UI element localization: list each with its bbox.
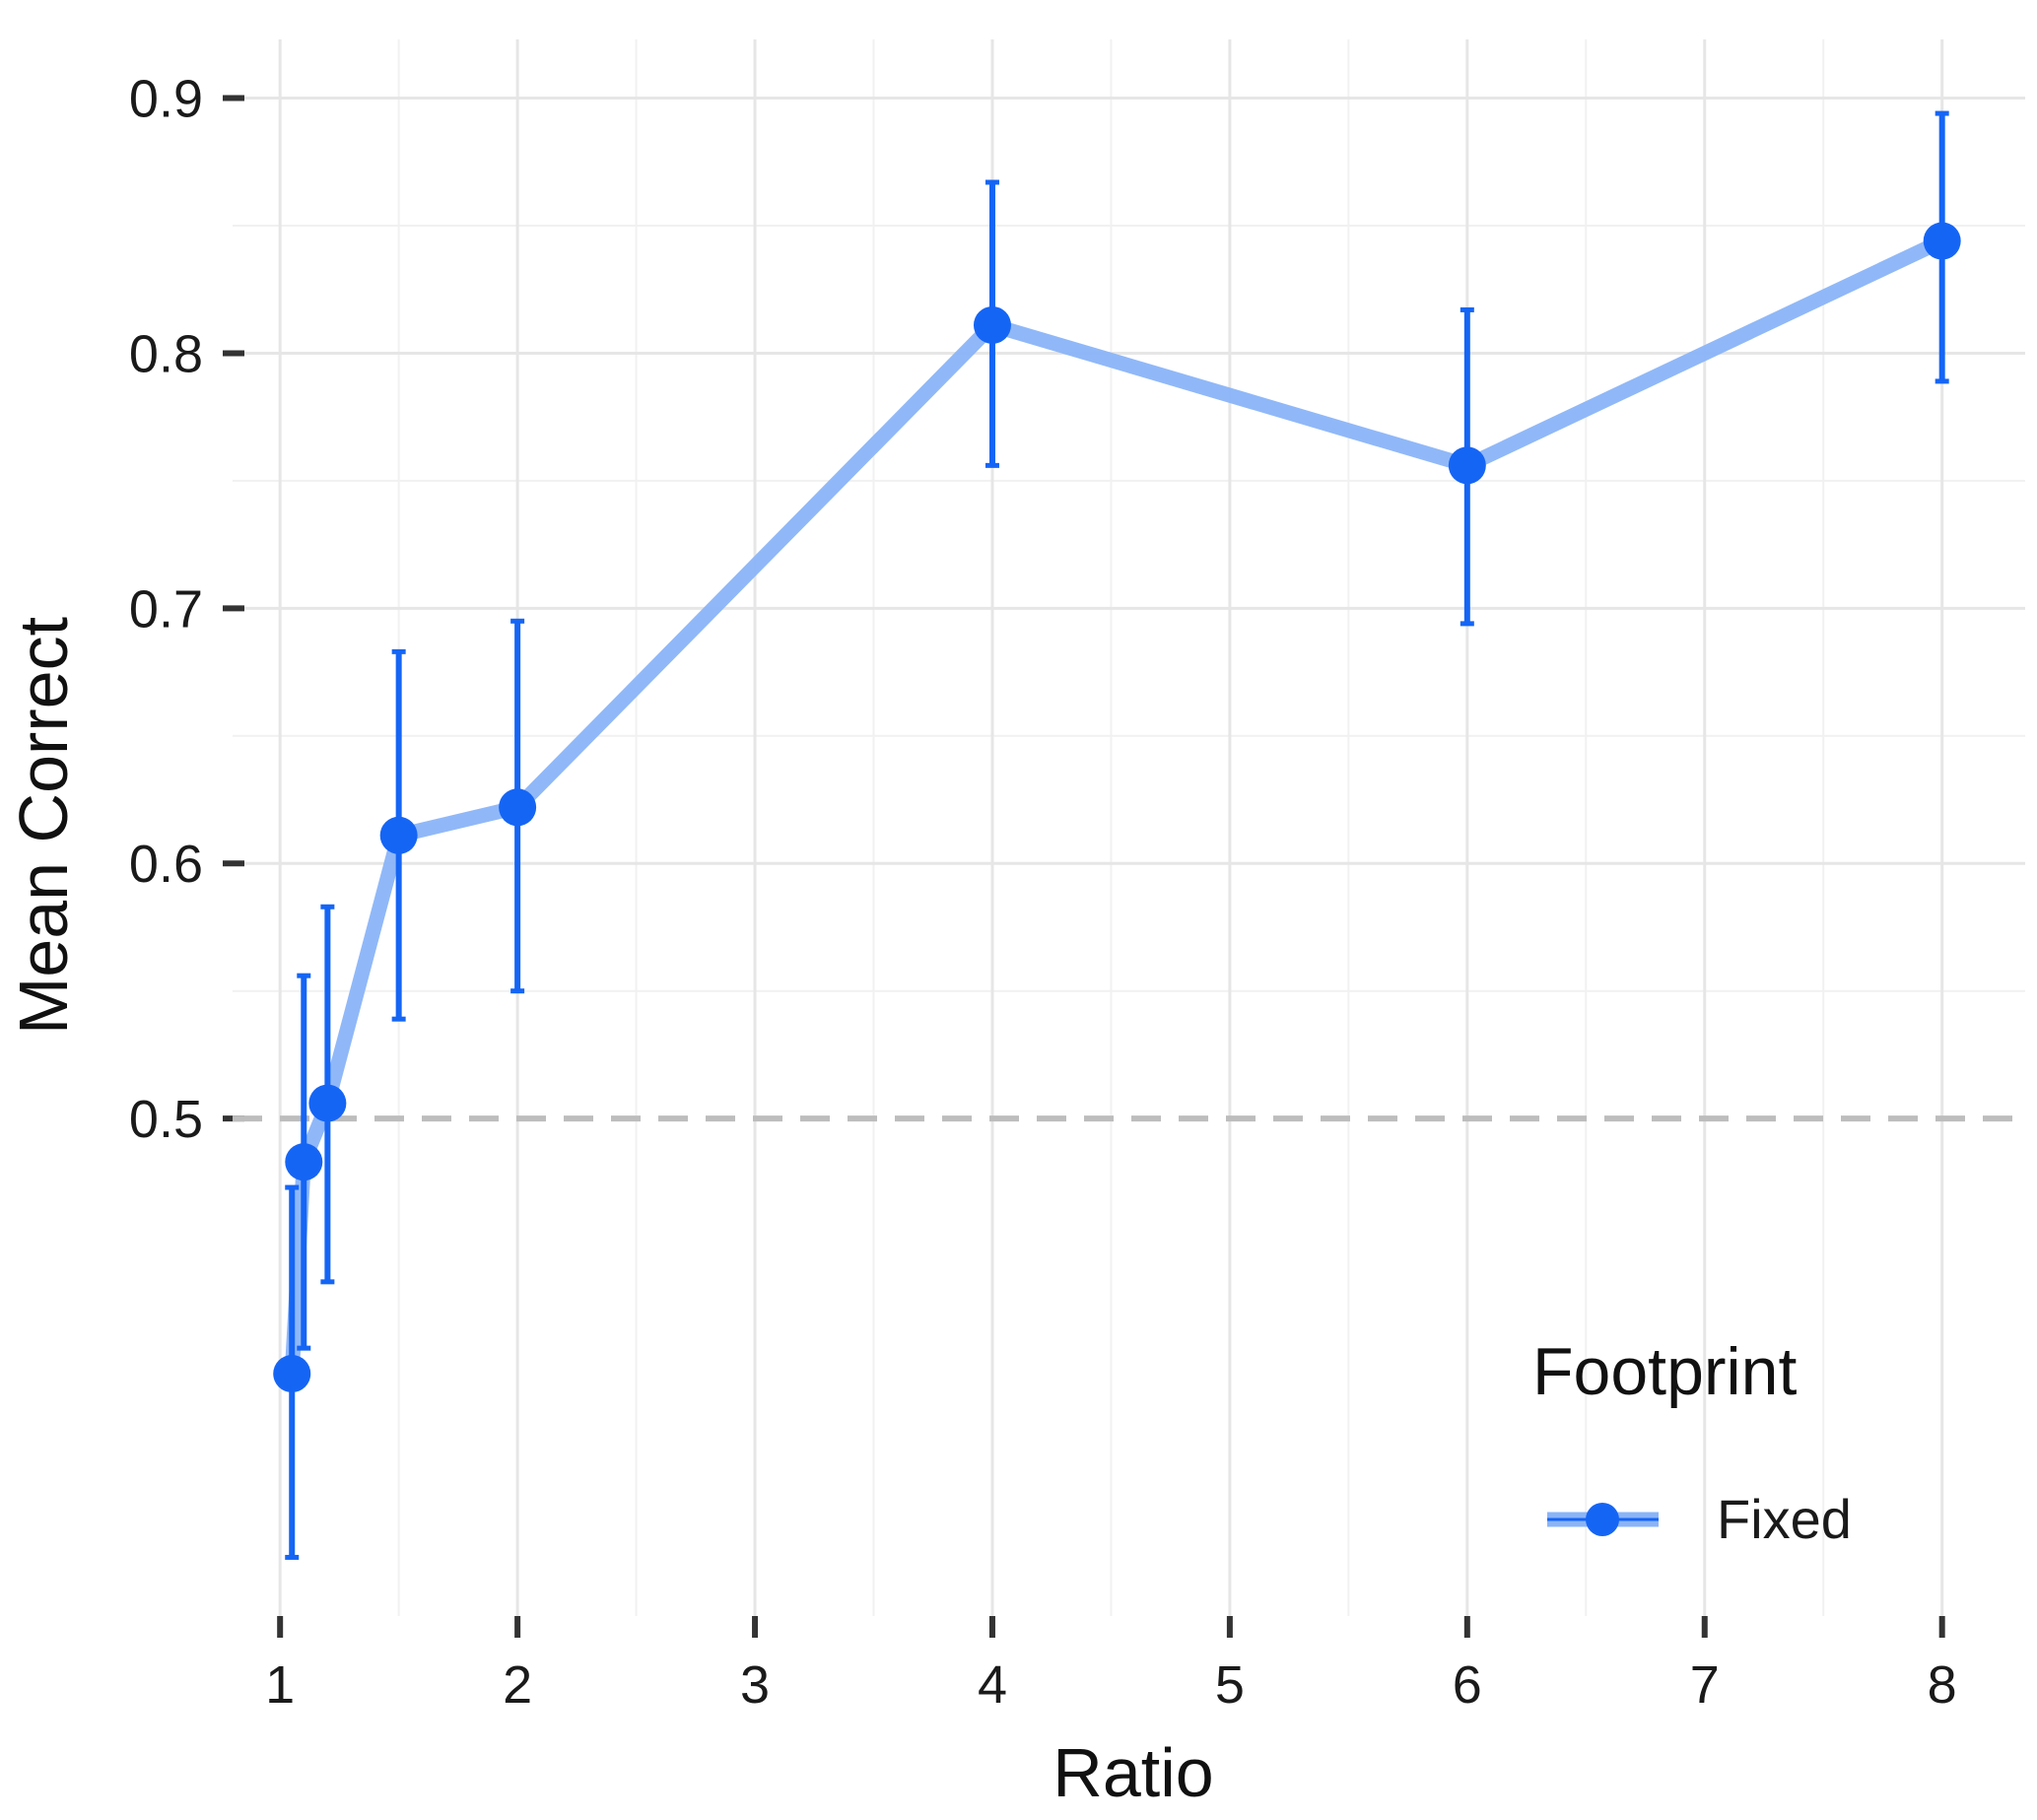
axes: 1 2 3 4 5 6 7 8 0.5 0.6 0.7 0.8 0.9 — [129, 70, 1957, 1715]
x-axis-title: Ratio — [1052, 1734, 1213, 1811]
data-point — [973, 305, 1011, 344]
legend-title: Footprint — [1532, 1334, 1797, 1409]
data-point — [308, 1084, 347, 1122]
series-line — [284, 234, 1950, 1382]
y-axis-title: Mean Correct — [5, 617, 82, 1035]
data-point — [1448, 446, 1486, 485]
x-tick-label: 3 — [740, 1655, 770, 1715]
x-tick-label: 8 — [1928, 1655, 1957, 1715]
data-point — [285, 1143, 323, 1181]
legend: Footprint Fixed — [1532, 1334, 1852, 1550]
data-point — [1923, 222, 1961, 260]
data-point — [273, 1355, 311, 1393]
x-tick-label: 2 — [503, 1655, 532, 1715]
legend-label-fixed: Fixed — [1717, 1488, 1852, 1550]
y-tick-label: 0.8 — [129, 324, 203, 383]
legend-key-marker — [1586, 1503, 1619, 1536]
y-tick-label: 0.9 — [129, 70, 203, 129]
y-tick-label: 0.6 — [129, 835, 203, 894]
data-point — [379, 816, 418, 854]
data-point — [499, 788, 537, 827]
y-tick-label: 0.5 — [129, 1090, 203, 1149]
x-tick-label: 6 — [1453, 1655, 1482, 1715]
x-tick-label: 4 — [978, 1655, 1007, 1715]
x-tick-label: 1 — [265, 1655, 295, 1715]
x-tick-label: 5 — [1215, 1655, 1245, 1715]
y-tick-label: 0.7 — [129, 579, 203, 639]
x-tick-label: 7 — [1690, 1655, 1720, 1715]
series-layer — [273, 110, 1961, 1560]
